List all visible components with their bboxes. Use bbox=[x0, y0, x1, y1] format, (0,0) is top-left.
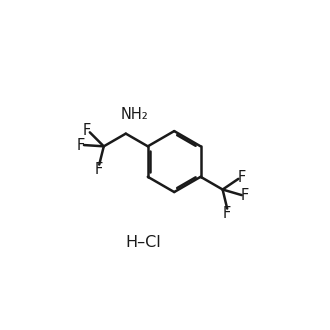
Text: F: F bbox=[82, 123, 91, 138]
Text: F: F bbox=[241, 188, 249, 203]
Text: F: F bbox=[237, 170, 246, 185]
Text: NH₂: NH₂ bbox=[121, 107, 148, 122]
Text: H–Cl: H–Cl bbox=[126, 235, 162, 250]
Text: F: F bbox=[223, 206, 231, 221]
Text: F: F bbox=[95, 162, 103, 177]
Text: F: F bbox=[77, 138, 85, 152]
